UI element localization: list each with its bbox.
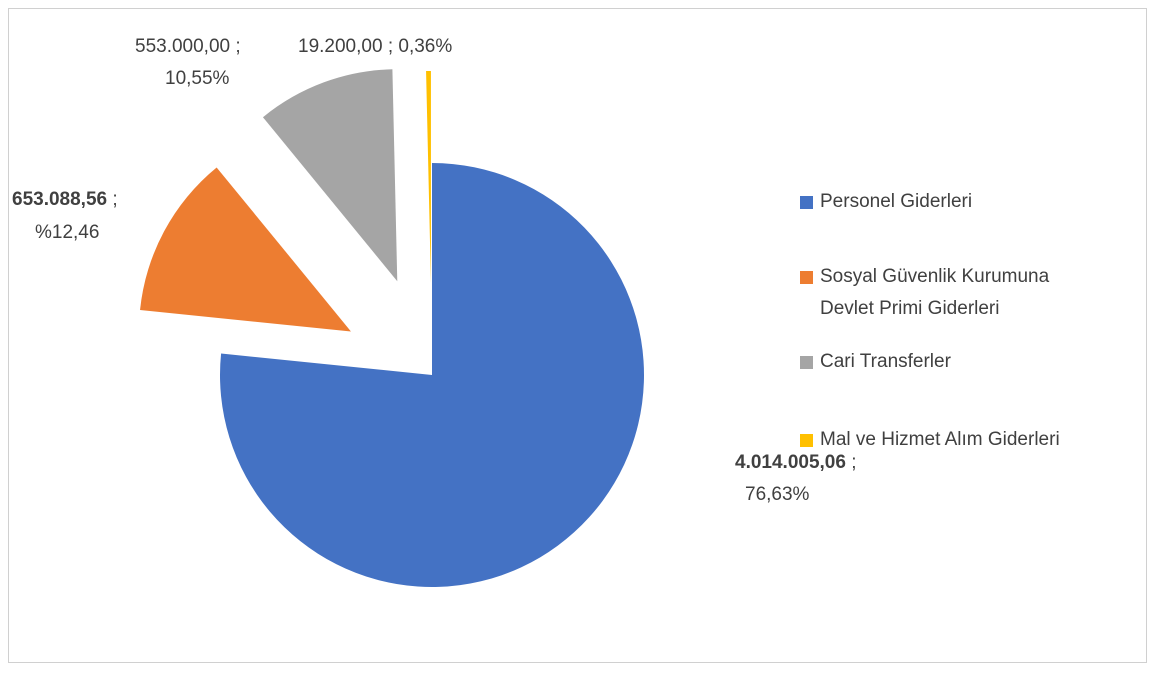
- data-label-value: 553.000,00: [135, 36, 230, 57]
- data-label-separator: ;: [388, 36, 393, 57]
- legend-item: Cari Transferler: [800, 346, 1100, 378]
- data-label-value: 19.200,00: [298, 36, 383, 57]
- data-label-separator: ;: [112, 189, 117, 210]
- legend-label: Mal ve Hizmet Alım Giderleri: [820, 429, 1060, 450]
- legend-item: Personel Giderleri: [800, 186, 1100, 218]
- data-label: 553.000,00 ;: [135, 36, 241, 57]
- data-label-percent: %12,46: [35, 222, 99, 243]
- data-label: 653.088,56 ;: [12, 189, 118, 210]
- data-label-percent: 76,63%: [745, 484, 810, 505]
- pie-slice: [140, 167, 351, 332]
- data-label-value: 4.014.005,06: [735, 452, 846, 473]
- data-label-percent: 0,36%: [398, 36, 452, 57]
- data-label: 19.200,00 ; 0,36%: [298, 36, 452, 57]
- legend-label: Cari Transferler: [820, 351, 951, 372]
- legend-swatch: [800, 196, 813, 209]
- data-label-separator: ;: [235, 36, 240, 57]
- legend-swatch: [800, 271, 813, 284]
- pie-slice: [426, 71, 431, 284]
- pie-slice: [219, 163, 645, 587]
- legend-label: Personel Giderleri: [820, 191, 973, 212]
- legend-swatch: [800, 356, 813, 369]
- legend-item: Sosyal Güvenlik Kurumuna Devlet Primi Gi…: [800, 261, 1100, 325]
- data-label-separator: ;: [851, 452, 856, 473]
- legend-label: Sosyal Güvenlik Kurumuna Devlet Primi Gi…: [820, 266, 1050, 319]
- data-label-value: 653.088,56: [12, 189, 107, 210]
- data-label: 4.014.005,06 ;: [735, 452, 857, 473]
- legend-item: Mal ve Hizmet Alım Giderleri: [800, 424, 1100, 456]
- data-label-percent: 10,55%: [165, 68, 230, 89]
- legend-swatch: [800, 434, 813, 447]
- pie-slice: [262, 69, 398, 282]
